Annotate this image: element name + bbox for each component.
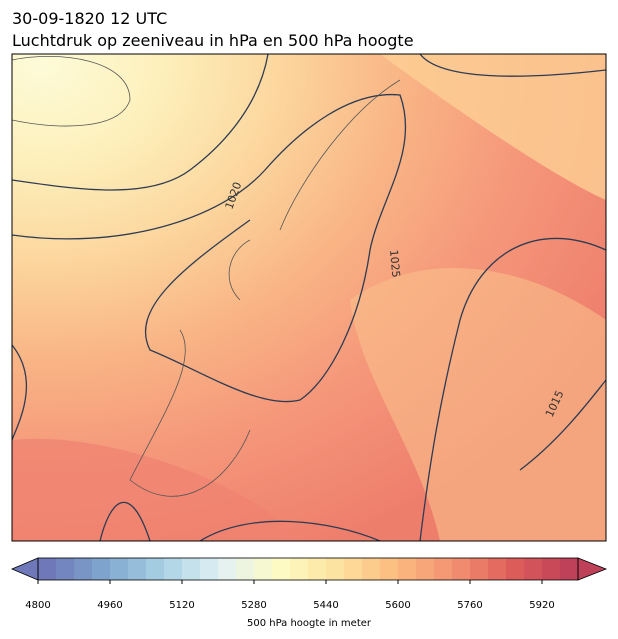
colorbar-tick-label: 5600 <box>385 600 410 611</box>
height-field <box>380 54 606 200</box>
colorbar-segment <box>344 558 363 580</box>
date-title: 30-09-1820 12 UTC <box>12 9 167 28</box>
colorbar-segment <box>542 558 561 580</box>
colorbar-segment <box>290 558 309 580</box>
colorbar-label: 500 hPa hoogte in meter <box>247 618 372 629</box>
colorbar-segment <box>506 558 525 580</box>
colorbar-segment <box>272 558 291 580</box>
colorbar-segment <box>380 558 399 580</box>
colorbar-segment <box>362 558 381 580</box>
colorbar-tick-label: 5440 <box>313 600 338 611</box>
colorbar-segment <box>452 558 471 580</box>
colorbar-segment <box>488 558 507 580</box>
colorbar-segment <box>560 558 579 580</box>
colorbar-segment <box>128 558 147 580</box>
map <box>12 54 606 541</box>
colorbar-segment <box>326 558 345 580</box>
colorbar-segment <box>110 558 129 580</box>
colorbar-segment <box>416 558 435 580</box>
isobars <box>12 54 606 541</box>
height-field <box>350 267 606 541</box>
colorbar-segment <box>434 558 453 580</box>
colorbar-segment <box>164 558 183 580</box>
colorbar-segment <box>92 558 111 580</box>
colorbar-segment <box>308 558 327 580</box>
colorbar-tick-label: 4960 <box>97 600 122 611</box>
colorbar-tick-label: 5760 <box>457 600 482 611</box>
coastline <box>12 55 131 127</box>
colorbar: 4800 4960 5120 5280 5440 5600 5760 5920 <box>10 557 608 611</box>
colorbar-frame <box>37 557 579 581</box>
colorbar-segment <box>254 558 273 580</box>
colorbar-segment <box>470 558 489 580</box>
coastline <box>129 79 401 497</box>
colorbar-tick-label: 5280 <box>241 600 266 611</box>
colorbar-segment <box>398 558 417 580</box>
colorbar-segment <box>236 558 255 580</box>
colorbar-segment <box>182 558 201 580</box>
map-frame <box>11 53 607 542</box>
colorbar-segment <box>146 558 165 580</box>
colorbar-segment <box>38 558 57 580</box>
colorbar-tick-label: 4800 <box>25 600 50 611</box>
colorbar-segment <box>200 558 219 580</box>
colorbar-segment <box>74 558 93 580</box>
colorbar-extend-high <box>577 557 608 581</box>
colorbar-extend-low <box>10 557 39 581</box>
contour-label: 1025 <box>387 249 402 278</box>
height-field <box>12 438 300 541</box>
colorbar-segment <box>524 558 543 580</box>
colorbar-tick-label: 5920 <box>529 600 554 611</box>
map-title: Luchtdruk op zeeniveau in hPa en 500 hPa… <box>12 31 414 50</box>
colorbar-tick-label: 5120 <box>169 600 194 611</box>
colorbar-segment <box>56 558 75 580</box>
colorbar-segment <box>218 558 237 580</box>
